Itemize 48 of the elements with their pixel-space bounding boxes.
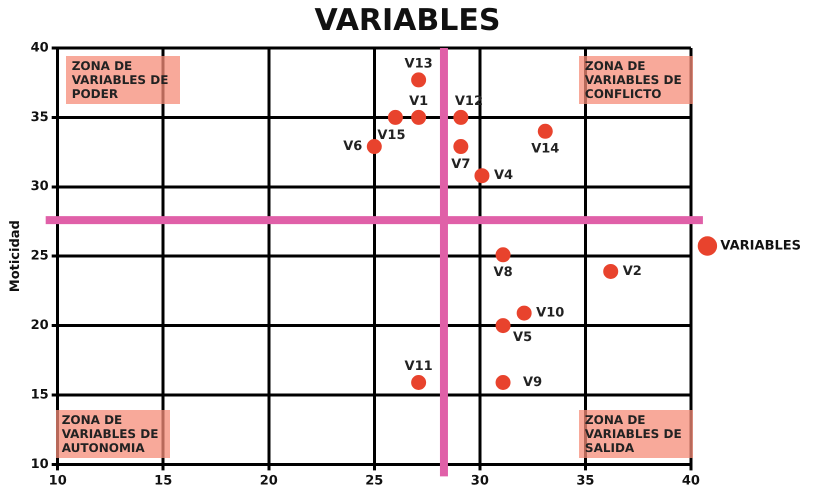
y-tick-label: 35 (30, 110, 49, 125)
point (496, 247, 511, 262)
data-label: V7 (451, 156, 470, 172)
point (538, 124, 553, 139)
data-label: V2 (622, 264, 642, 279)
y-tick-label: 15 (30, 387, 49, 402)
y-axis-title: Moticidad (8, 220, 24, 292)
y-tick-label: 30 (30, 179, 49, 194)
point (411, 375, 426, 390)
annotation: ZONA DE VARIABLES DE CONFLICTO (578, 56, 693, 104)
x-tick-label: 15 (154, 474, 172, 489)
point (453, 110, 468, 125)
y-tick-label: 10 (30, 456, 49, 472)
x-tick-label: 40 (682, 474, 700, 489)
annotation: ZONA DE VARIABLES DE PODER (66, 56, 180, 104)
data-label: V10 (536, 305, 564, 320)
data-label: V1 (409, 94, 428, 109)
point (411, 72, 426, 88)
x-tick-label: 25 (365, 474, 384, 489)
point (453, 139, 468, 154)
point (474, 168, 490, 184)
data-label: V4 (494, 168, 514, 184)
annotation: ZONA DE VARIABLES DE SALIDA (578, 410, 693, 458)
point (388, 110, 403, 125)
y-tick-label: 40 (30, 40, 49, 56)
point (411, 110, 426, 125)
data-label: V14 (531, 142, 560, 157)
y-tick-label: 25 (30, 248, 49, 264)
data-label: V15 (377, 128, 406, 143)
point (366, 139, 382, 154)
data-label: V6 (343, 138, 362, 154)
y-tick-label: 20 (30, 318, 49, 333)
annotation: ZONA DE VARIABLES DE AUTONOMIA (56, 410, 170, 458)
point (496, 318, 511, 334)
x-tick-label: 20 (260, 474, 278, 489)
data-label: V13 (404, 56, 433, 72)
legend-label: VARIABLES (720, 238, 802, 254)
point (496, 375, 511, 390)
x-tick-label: 10 (48, 474, 67, 489)
data-label: V11 (404, 358, 433, 374)
data-label: V8 (494, 265, 513, 280)
point (603, 264, 618, 279)
chart-title: VARIABLES (314, 2, 500, 38)
data-label: V5 (513, 330, 532, 345)
x-tick-label: 35 (576, 474, 594, 489)
point (516, 306, 532, 321)
data-label: V9 (523, 374, 542, 390)
x-tick-label: 30 (470, 474, 489, 489)
